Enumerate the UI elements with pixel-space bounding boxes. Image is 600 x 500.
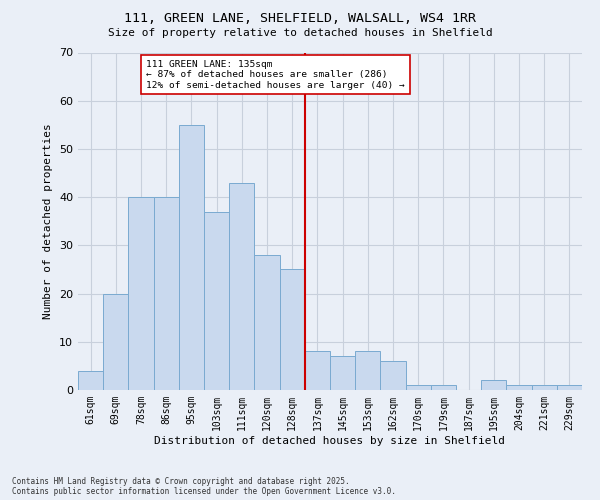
Bar bbox=[355, 352, 380, 390]
Bar bbox=[280, 270, 305, 390]
Text: 111 GREEN LANE: 135sqm
← 87% of detached houses are smaller (286)
12% of semi-de: 111 GREEN LANE: 135sqm ← 87% of detached… bbox=[146, 60, 405, 90]
Bar bbox=[154, 197, 179, 390]
Bar bbox=[532, 385, 557, 390]
Text: Contains HM Land Registry data © Crown copyright and database right 2025.
Contai: Contains HM Land Registry data © Crown c… bbox=[12, 476, 396, 496]
Y-axis label: Number of detached properties: Number of detached properties bbox=[43, 124, 53, 319]
Bar bbox=[204, 212, 229, 390]
Bar bbox=[406, 385, 431, 390]
Bar bbox=[431, 385, 456, 390]
Text: Size of property relative to detached houses in Shelfield: Size of property relative to detached ho… bbox=[107, 28, 493, 38]
Bar bbox=[481, 380, 506, 390]
Bar bbox=[229, 182, 254, 390]
Bar bbox=[330, 356, 355, 390]
Bar bbox=[78, 370, 103, 390]
Bar bbox=[305, 352, 330, 390]
Text: 111, GREEN LANE, SHELFIELD, WALSALL, WS4 1RR: 111, GREEN LANE, SHELFIELD, WALSALL, WS4… bbox=[124, 12, 476, 26]
Bar bbox=[254, 255, 280, 390]
X-axis label: Distribution of detached houses by size in Shelfield: Distribution of detached houses by size … bbox=[155, 436, 505, 446]
Bar bbox=[179, 125, 204, 390]
Bar bbox=[557, 385, 582, 390]
Bar bbox=[380, 361, 406, 390]
Bar bbox=[103, 294, 128, 390]
Bar bbox=[128, 197, 154, 390]
Bar bbox=[506, 385, 532, 390]
